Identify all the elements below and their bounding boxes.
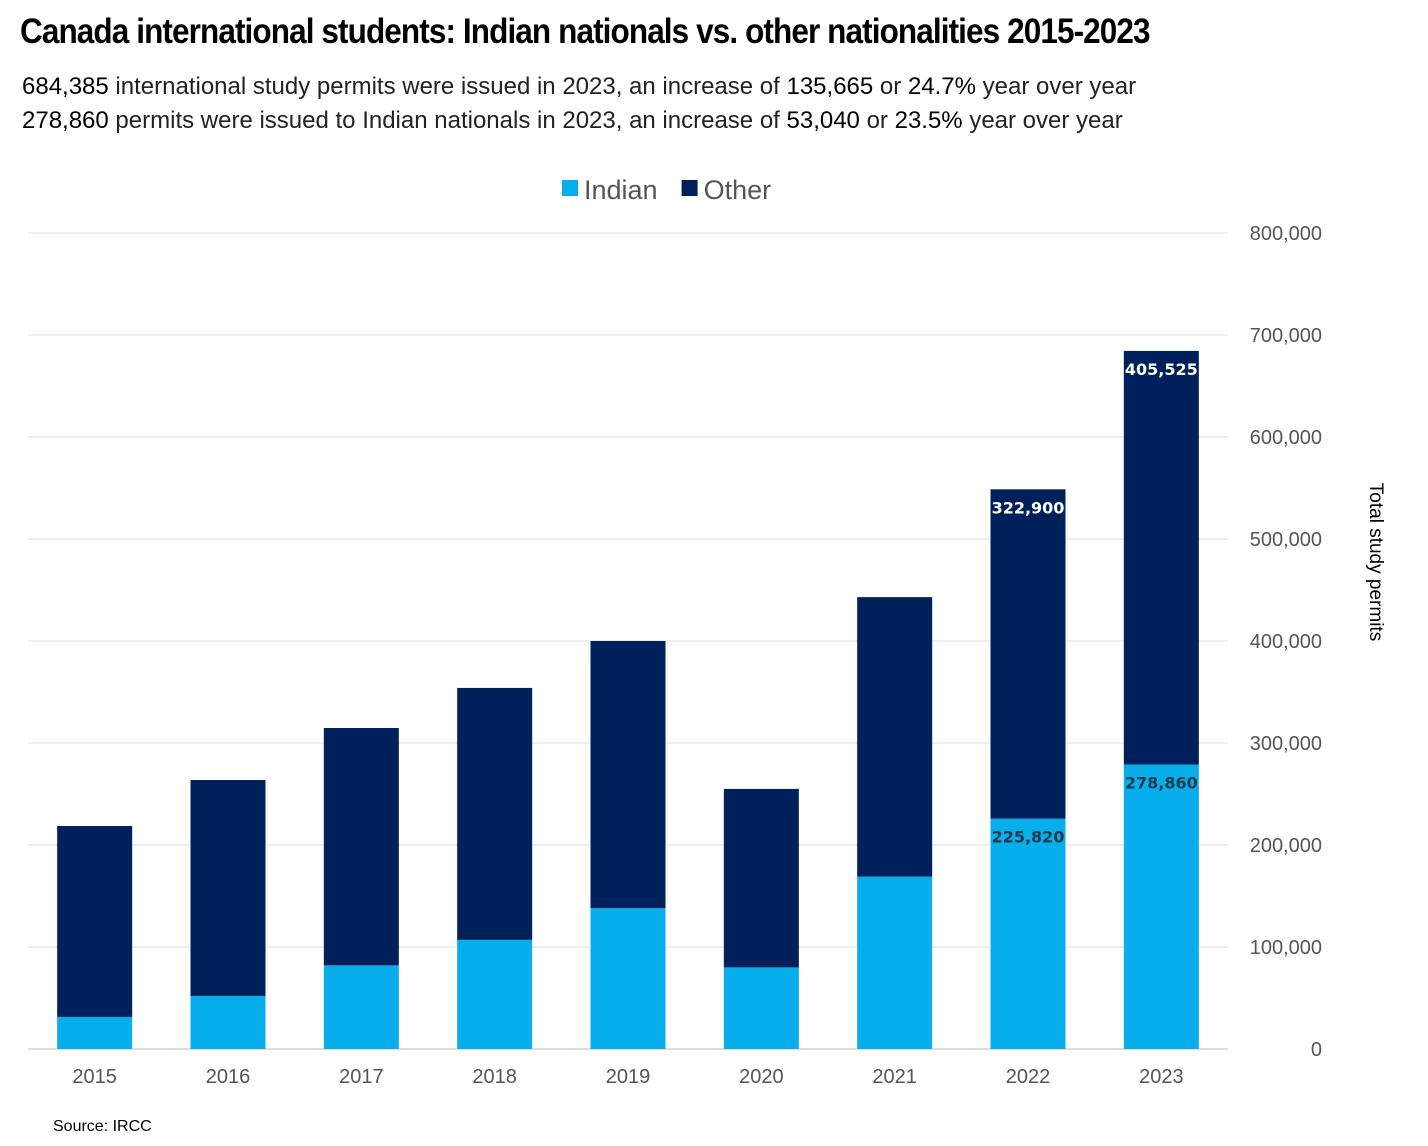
- x-tick-label: 2016: [206, 1066, 251, 1088]
- x-tick-label: 2017: [339, 1066, 384, 1088]
- data-label: 322,900: [992, 498, 1065, 517]
- data-label: 405,525: [1125, 360, 1198, 379]
- bar-other: [857, 597, 933, 877]
- bar-other: [1123, 350, 1199, 765]
- subtitle-text: permits were issued to Indian nationals …: [108, 107, 787, 134]
- subtitle-value: 53,040: [786, 107, 860, 134]
- bar-indian: [723, 967, 799, 1049]
- subtitle-text: or: [859, 107, 895, 134]
- bar-other: [723, 788, 799, 968]
- subtitle-value: 24.7%: [907, 73, 976, 100]
- bar-other: [990, 489, 1066, 819]
- y-tick-label: 600,000: [1250, 427, 1322, 449]
- chart-title: Canada international students: Indian na…: [20, 12, 1151, 51]
- subtitle-value: 278,860: [22, 107, 109, 134]
- subtitle-text: or: [873, 73, 908, 100]
- bar-other: [323, 728, 399, 966]
- bar-indian: [457, 939, 533, 1049]
- legend-label-other: Other: [704, 175, 772, 205]
- bar-other: [190, 780, 266, 996]
- subtitle-line-1: 684,385 international study permits were…: [22, 73, 1136, 101]
- subtitle-text: year over year: [976, 73, 1137, 100]
- subtitle-value: 684,385: [22, 73, 109, 100]
- legend-swatch-indian: [562, 180, 578, 196]
- x-tick-label: 2018: [472, 1066, 517, 1088]
- y-axis-label: Total study permits: [1365, 483, 1386, 641]
- bar-indian: [57, 1016, 133, 1049]
- source-note: Source: IRCC: [53, 1118, 152, 1135]
- data-label: 278,860: [1125, 774, 1198, 793]
- bar-other: [57, 826, 133, 1017]
- legend-swatch-other: [681, 180, 698, 196]
- y-tick-label: 200,000: [1250, 835, 1322, 857]
- x-tick-label: 2023: [1139, 1066, 1184, 1088]
- x-tick-label: 2020: [739, 1066, 784, 1088]
- y-tick-label: 100,000: [1250, 937, 1322, 959]
- bar-other: [590, 641, 666, 909]
- legend-label-indian: Indian: [584, 175, 658, 205]
- bar-indian: [590, 908, 666, 1049]
- bar-indian: [857, 876, 933, 1049]
- subtitle-text: international study permits were issued …: [108, 73, 787, 100]
- subtitle-line-2: 278,860 permits were issued to Indian na…: [22, 107, 1123, 135]
- y-tick-label: 400,000: [1250, 631, 1322, 653]
- bar-other: [457, 687, 533, 940]
- bar-indian: [990, 818, 1066, 1049]
- x-tick-label: 2015: [72, 1066, 117, 1088]
- subtitle-text: year over year: [962, 107, 1123, 134]
- bar-indian: [190, 995, 266, 1049]
- x-tick-label: 2022: [1006, 1066, 1051, 1088]
- data-label: 225,820: [992, 828, 1065, 847]
- y-tick-label: 800,000: [1250, 223, 1322, 245]
- bar-indian: [1123, 764, 1199, 1049]
- y-tick-label: 700,000: [1250, 325, 1322, 347]
- x-tick-label: 2021: [872, 1066, 917, 1088]
- subtitle-value: 23.5%: [894, 107, 963, 134]
- x-tick-label: 2019: [606, 1066, 651, 1088]
- y-tick-label: 300,000: [1250, 733, 1322, 755]
- y-tick-label: 0: [1311, 1039, 1322, 1061]
- subtitle-value: 135,665: [786, 73, 874, 100]
- bar-indian: [323, 965, 399, 1049]
- y-tick-label: 500,000: [1250, 529, 1322, 551]
